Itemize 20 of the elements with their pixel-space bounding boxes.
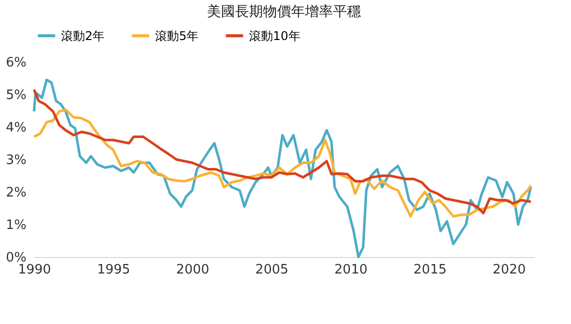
- x-tick-label: 2020: [492, 262, 526, 278]
- line-series: [32, 88, 532, 214]
- y-tick-label: 0%: [6, 250, 26, 266]
- chart-title: 美國長期物價年增率平穩: [207, 4, 361, 20]
- x-tick-label: 1990: [18, 262, 52, 278]
- legend-label: 滾動5年: [155, 28, 199, 43]
- x-tick-label: 2000: [176, 262, 210, 278]
- x-tick-label: 2010: [334, 262, 368, 278]
- y-tick-label: 2%: [6, 186, 26, 200]
- legend-label: 滾動10年: [249, 28, 300, 43]
- y-tick-label: 5%: [6, 88, 26, 103]
- y-tick-label: 4%: [6, 120, 26, 136]
- legend-label: 滾動2年: [61, 28, 105, 43]
- y-tick-label: 3%: [6, 153, 26, 168]
- y-tick-label: 6%: [6, 56, 26, 70]
- x-tick-label: 1995: [97, 262, 130, 278]
- line-series: [32, 108, 532, 218]
- x-tick-label: 2005: [255, 262, 288, 278]
- y-tick-label: 1%: [6, 218, 26, 233]
- x-tick-label: 2015: [414, 262, 447, 278]
